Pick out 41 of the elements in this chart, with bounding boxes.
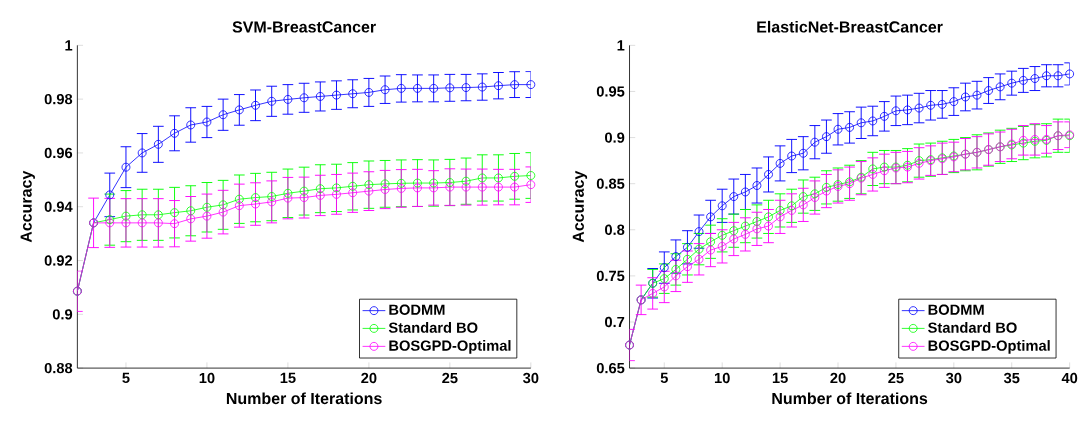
x-tick-label: 5 bbox=[660, 372, 668, 383]
legend-label: BODMM bbox=[928, 304, 984, 315]
y-tick-label: 0.98 bbox=[44, 93, 73, 105]
y-tick-label: 0.9 bbox=[52, 308, 73, 320]
y-tick-label: 0.95 bbox=[596, 86, 625, 97]
x-tick-label: 20 bbox=[830, 372, 846, 383]
y-tick-label: 0.92 bbox=[44, 255, 73, 266]
x-tick-label: 20 bbox=[361, 372, 377, 383]
y-tick-label: 0.7 bbox=[605, 316, 625, 327]
y-tick-label: 1 bbox=[617, 40, 625, 51]
y-tick-label: 0.88 bbox=[44, 362, 73, 374]
legend-label: BOSGPD-Optimal bbox=[389, 339, 511, 354]
legend-label: BOSGPD-Optimal bbox=[928, 339, 1050, 354]
y-tick-label: 0.9 bbox=[605, 132, 625, 143]
x-axis-title: Number of Iterations bbox=[772, 392, 928, 404]
x-tick-label: 25 bbox=[888, 372, 904, 383]
y-tick-label: 0.94 bbox=[44, 201, 73, 212]
y-axis-title: Accuracy bbox=[572, 170, 588, 243]
legend-label: Standard BO bbox=[388, 321, 478, 333]
y-tick-label: 0.96 bbox=[44, 147, 73, 158]
y-tick-label: 0.8 bbox=[605, 224, 625, 235]
x-tick-label: 40 bbox=[1061, 372, 1078, 383]
y-tick-label: 1 bbox=[65, 40, 73, 51]
y-tick-label: 0.85 bbox=[596, 178, 625, 189]
legend-label: BODMM bbox=[389, 304, 445, 315]
x-tick-label: 30 bbox=[946, 372, 962, 384]
x-tick-label: 10 bbox=[199, 372, 215, 383]
x-tick-label: 30 bbox=[523, 372, 539, 384]
y-tick-label: 0.75 bbox=[596, 270, 625, 281]
chart-title: SVM-BreastCancer bbox=[232, 21, 376, 33]
legend-label: Standard BO bbox=[928, 321, 1017, 333]
x-tick-label: 35 bbox=[1003, 372, 1020, 384]
chart-title: ElasticNet-BreastCancer bbox=[757, 20, 943, 33]
x-tick-label: 5 bbox=[122, 372, 130, 383]
x-tick-label: 25 bbox=[442, 372, 458, 383]
x-tick-label: 15 bbox=[280, 372, 296, 383]
y-axis-title: Accuracy bbox=[20, 170, 35, 243]
y-tick-label: 0.65 bbox=[596, 362, 625, 374]
x-tick-label: 10 bbox=[714, 372, 730, 383]
x-tick-label: 15 bbox=[772, 372, 788, 383]
x-axis-title: Number of Iterations bbox=[226, 392, 382, 404]
